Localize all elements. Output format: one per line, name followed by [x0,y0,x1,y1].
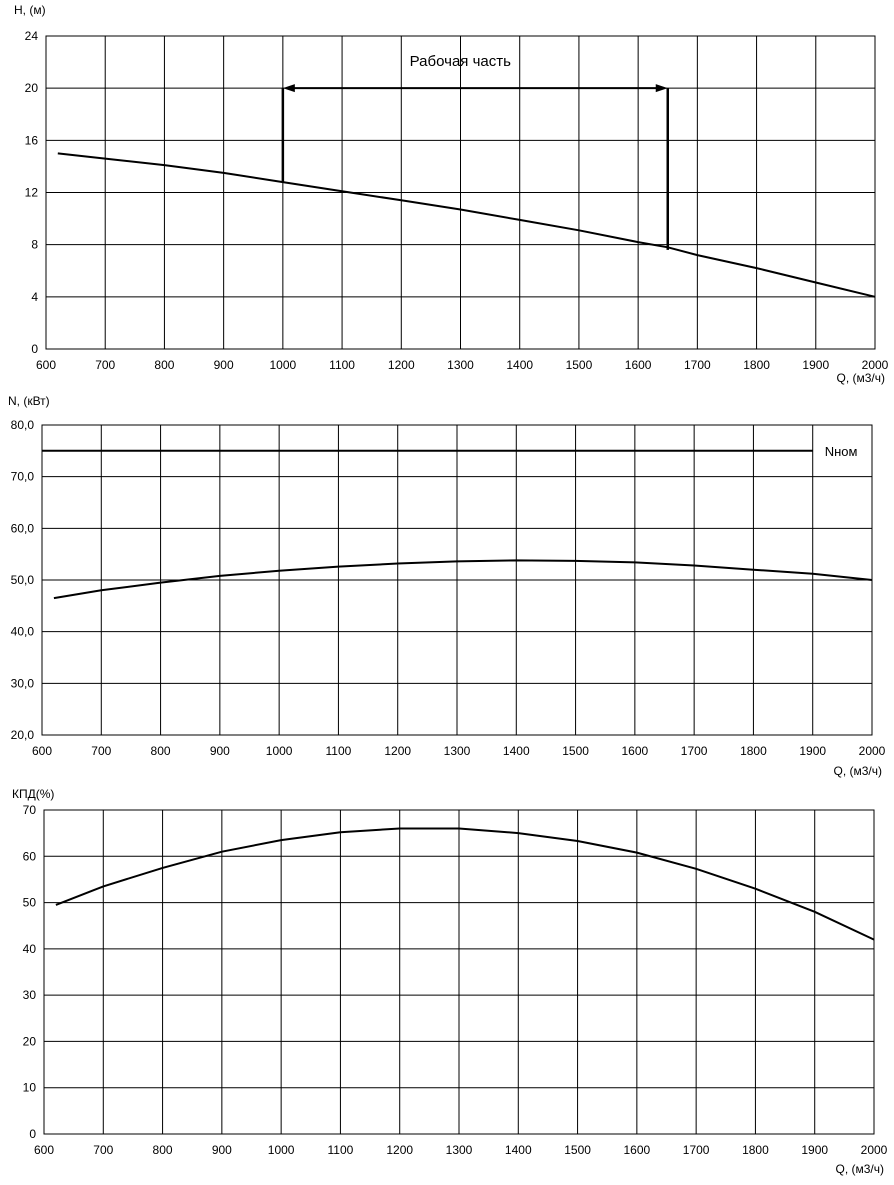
arrow-right-head [655,84,668,93]
x-tick-label: 1600 [624,1143,651,1157]
x-tick-label: 1400 [505,1143,532,1157]
y-axis-label: H, (м) [14,3,46,17]
x-tick-label: 600 [36,358,56,372]
x-tick-label: 600 [34,1143,54,1157]
y-tick-label: 70 [23,803,37,817]
y-axis-label: КПД(%) [12,787,54,801]
x-tick-label: 1000 [268,1143,295,1157]
y-tick-label: 40 [23,942,37,956]
y-tick-label: 60 [23,849,37,863]
y-tick-label: 20 [25,81,39,95]
x-tick-label: 1600 [625,358,652,372]
x-tick-label: 1900 [801,1143,828,1157]
x-tick-label: 900 [210,744,230,758]
x-tick-label: 2000 [862,358,889,372]
series-line [53,559,873,600]
x-tick-label: 1800 [740,744,767,758]
y-tick-label: 50 [23,896,37,910]
x-tick-label: 1000 [266,744,293,758]
x-tick-label: 1100 [329,358,355,372]
y-axis-label: N, (кВт) [8,394,50,408]
plot-frame [45,35,876,350]
x-tick-label: 600 [32,744,52,758]
x-tick-label: 1300 [446,1143,473,1157]
y-tick-label: 0 [31,342,38,356]
x-tick-label: 800 [153,1143,173,1157]
series-name-label: Nном [825,444,858,459]
x-tick-label: 1600 [622,744,649,758]
x-tick-label: 1400 [506,358,533,372]
x-tick-label: 1900 [802,358,829,372]
x-tick-label: 1500 [566,358,593,372]
head-chart: 600 700 800 900 1000 1100 1200 1300 1400 1500 1600… [14,3,889,385]
x-tick-label: 800 [151,744,171,758]
x-axis-label: Q, (м3/ч) [835,1162,884,1176]
y-tick-label: 8 [31,238,38,252]
x-tick-label: 1200 [384,744,411,758]
y-tick-label: 70,0 [11,470,35,484]
y-tick-label: 50,0 [11,573,35,587]
plot-frame [43,809,875,1135]
x-tick-label: 1700 [684,358,711,372]
x-tick-label: 1700 [683,1143,710,1157]
x-tick-label: 1200 [386,1143,413,1157]
y-tick-label: 20,0 [11,728,35,742]
x-tick-label: 1300 [444,744,471,758]
x-axis-label: Q, (м3/ч) [836,371,885,385]
y-tick-label: 24 [25,29,39,43]
arrow-left-head [282,84,295,93]
x-tick-label: 900 [212,1143,232,1157]
x-tick-label: 1100 [328,1143,354,1157]
x-tick-label: 1800 [743,358,770,372]
y-tick-label: 12 [25,186,39,200]
x-tick-label: 1900 [799,744,826,758]
efficiency-chart: 600 700 800 900 1000 1100 1200 1300 1400 1500 1600… [12,787,888,1176]
working-range-label: Рабочая часть [410,53,511,70]
x-tick-label: 2000 [861,1143,888,1157]
x-tick-label: 1800 [742,1143,769,1157]
x-tick-label: 1000 [270,358,297,372]
x-tick-label: 1300 [447,358,474,372]
x-tick-label: 700 [91,744,111,758]
y-tick-label: 80,0 [11,418,35,432]
x-tick-label: 1200 [388,358,415,372]
y-tick-label: 30,0 [11,676,35,690]
y-tick-label: 20 [23,1034,37,1048]
y-tick-label: 60,0 [11,521,35,535]
power-chart: 600 700 800 900 1000 1100 1200 1300 1400 1500 1600… [8,394,886,778]
x-tick-label: 2000 [859,744,886,758]
y-tick-label: 0 [29,1127,36,1141]
x-tick-label: 900 [214,358,234,372]
x-tick-label: 1500 [562,744,589,758]
y-tick-label: 30 [23,988,37,1002]
y-tick-label: 16 [25,133,39,147]
x-tick-label: 1500 [564,1143,591,1157]
y-tick-label: 40,0 [11,625,35,639]
x-tick-label: 1400 [503,744,530,758]
x-tick-label: 700 [93,1143,113,1157]
series-line [55,827,875,941]
x-tick-label: 1100 [326,744,352,758]
series-line [57,152,876,298]
x-tick-label: 1700 [681,744,708,758]
x-tick-label: 800 [154,358,174,372]
x-axis-label: Q, (м3/ч) [833,764,882,778]
y-tick-label: 4 [31,290,38,304]
x-tick-label: 700 [95,358,115,372]
y-tick-label: 10 [23,1081,37,1095]
